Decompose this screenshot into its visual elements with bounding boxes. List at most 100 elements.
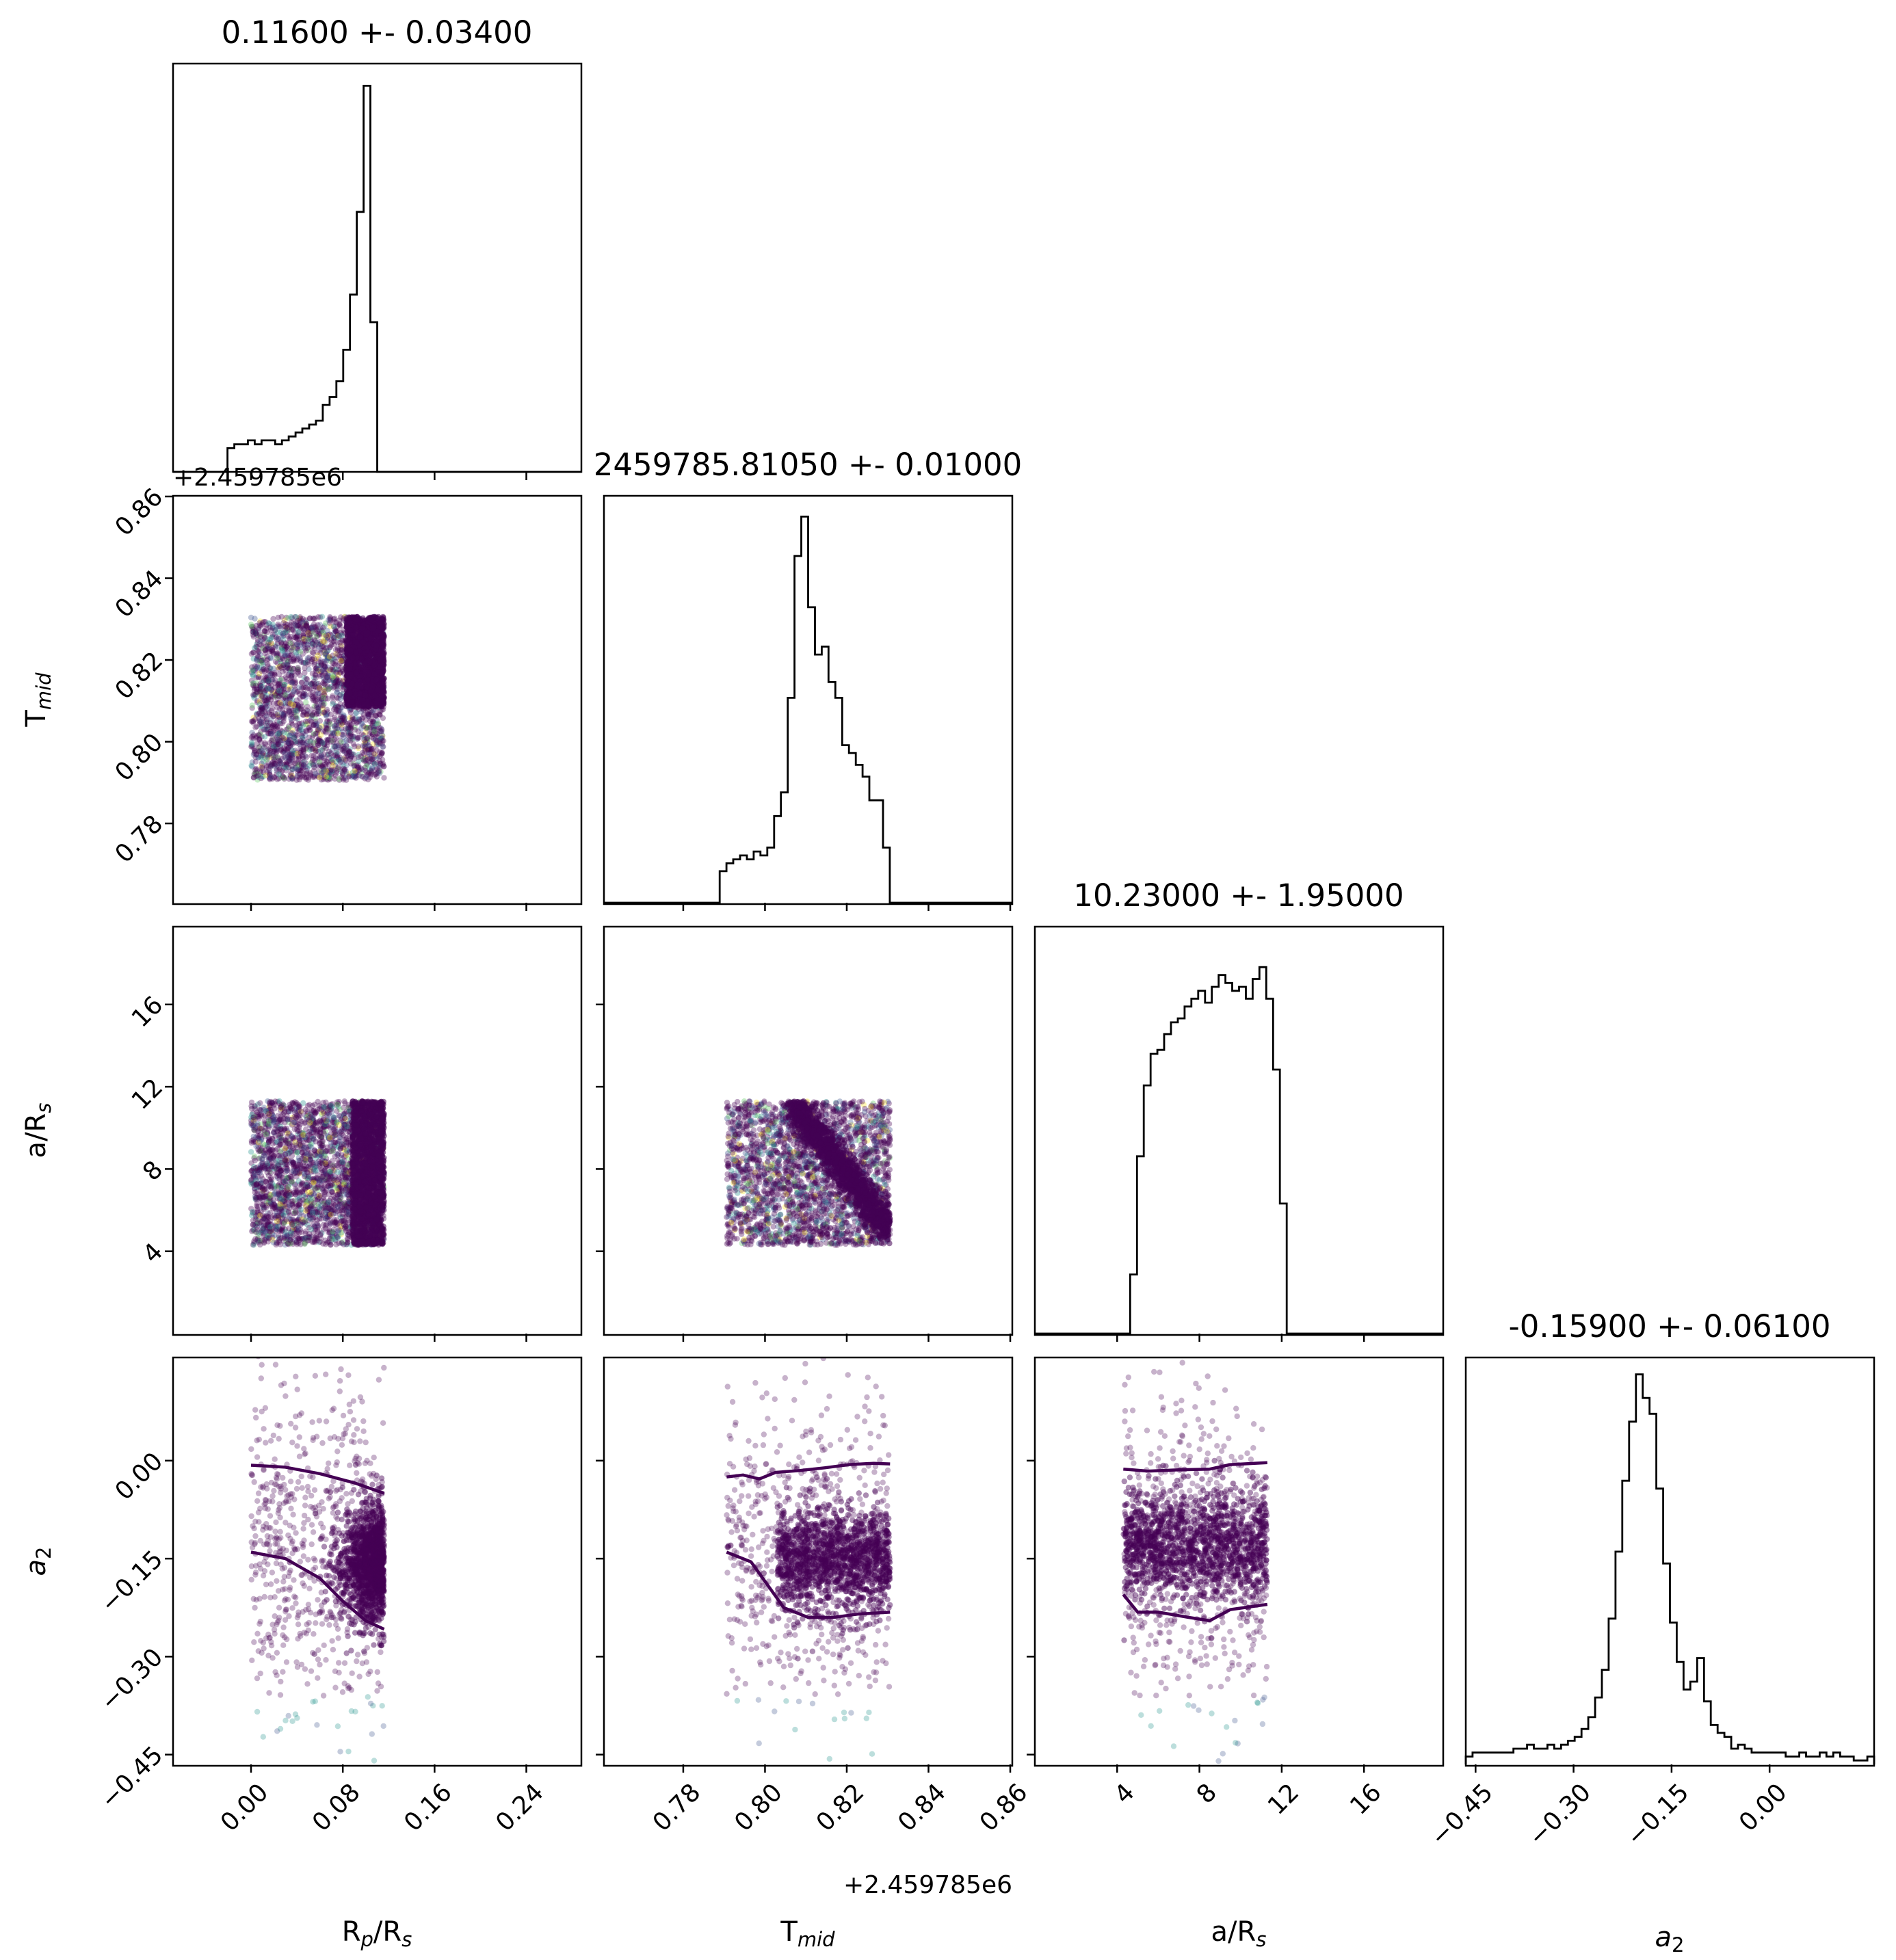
scatter-point: [252, 630, 259, 636]
scatter-point: [362, 746, 368, 752]
scatter-point: [274, 691, 280, 697]
scatter-point: [296, 615, 302, 622]
scatter-point: [337, 670, 343, 676]
scatter-point: [279, 684, 285, 691]
scatter-point: [377, 749, 383, 755]
scatter-point: [360, 743, 366, 749]
scatter-point: [295, 668, 302, 675]
scatter-point: [334, 689, 340, 696]
scatter-point: [291, 665, 297, 672]
scatter-point: [297, 750, 303, 756]
scatter-point: [372, 726, 378, 732]
scatter-point: [274, 652, 280, 658]
scatter-point: [324, 709, 331, 715]
scatter-point: [284, 759, 290, 765]
scatter-point: [268, 687, 274, 693]
scatter-point: [330, 668, 337, 674]
scatter-point: [339, 729, 346, 735]
scatter-point: [252, 615, 258, 622]
scatter-point: [267, 685, 274, 691]
scatter-point: [277, 758, 283, 765]
scatter-point: [266, 770, 273, 776]
scatter-point: [337, 696, 343, 702]
scatter-point: [280, 665, 287, 671]
scatter-point: [266, 709, 272, 716]
scatter-point: [282, 692, 289, 698]
scatter-point: [311, 722, 317, 728]
scatter-point: [249, 667, 255, 673]
scatter-point: [254, 657, 260, 663]
scatter-point: [381, 679, 387, 685]
scatter-point: [258, 683, 264, 689]
scatter-point: [280, 735, 287, 741]
scatter-point: [256, 682, 263, 689]
scatter-point: [292, 760, 298, 767]
scatter-point: [296, 685, 302, 691]
scatter-point: [298, 767, 304, 773]
scatter-point: [352, 773, 358, 780]
scatter-point: [341, 756, 347, 763]
scatter-point: [347, 731, 354, 737]
scatter-point: [272, 642, 278, 648]
scatter-point: [303, 622, 309, 628]
scatter-point: [319, 667, 326, 674]
scatter-point: [267, 771, 273, 778]
scatter-point: [269, 649, 276, 655]
scatter-point: [347, 627, 354, 633]
scatter-point: [251, 745, 257, 752]
scatter-point: [324, 627, 330, 634]
scatter-point: [252, 771, 258, 778]
scatter-point: [348, 773, 355, 780]
scatter-point: [269, 692, 275, 698]
scatter-point: [265, 760, 272, 766]
scatter-point: [287, 696, 293, 702]
scatter-point: [379, 750, 385, 756]
scatter-point: [324, 737, 331, 743]
scatter-point: [345, 726, 351, 732]
scatter-point: [265, 722, 272, 729]
panel-frame: [603, 494, 1014, 905]
scatter-point: [339, 657, 345, 664]
scatter-point: [285, 652, 291, 659]
scatter-point: [263, 622, 269, 628]
scatter-point: [311, 767, 317, 773]
scatter-point: [350, 716, 356, 723]
scatter-point: [286, 757, 292, 763]
scatter-point: [371, 725, 377, 731]
scatter-point: [328, 674, 334, 680]
scatter-point: [265, 661, 271, 667]
scatter-point: [306, 734, 313, 741]
scatter-point: [291, 750, 297, 757]
scatter-point: [289, 739, 295, 746]
scatter-point: [253, 773, 259, 780]
scatter-point: [270, 694, 276, 700]
scatter-point: [300, 730, 306, 737]
scatter-point: [277, 758, 283, 764]
scatter-point: [335, 663, 341, 670]
scatter-point: [254, 647, 261, 654]
scatter-point: [324, 775, 330, 782]
scatter-point: [337, 677, 343, 683]
scatter-point: [291, 731, 297, 737]
scatter-point: [304, 707, 310, 713]
scatter-point: [286, 708, 293, 715]
scatter-point: [365, 749, 372, 756]
scatter-point: [302, 764, 309, 770]
scatter-point: [295, 705, 301, 711]
panel-frame: [1464, 1356, 1875, 1767]
scatter-point: [338, 717, 344, 724]
scatter-point: [309, 693, 315, 700]
scatter-point: [376, 758, 383, 765]
scatter-point: [362, 743, 368, 750]
scatter-point: [277, 663, 283, 670]
scatter-point: [347, 726, 354, 732]
scatter-point: [278, 641, 285, 647]
scatter-point: [289, 640, 295, 646]
scatter-point: [300, 685, 306, 691]
scatter-point: [263, 718, 269, 725]
scatter-point: [280, 773, 287, 780]
scatter-point: [258, 775, 264, 782]
scatter-point: [258, 689, 264, 695]
scatter-point: [310, 615, 316, 622]
scatter-point: [311, 661, 317, 667]
